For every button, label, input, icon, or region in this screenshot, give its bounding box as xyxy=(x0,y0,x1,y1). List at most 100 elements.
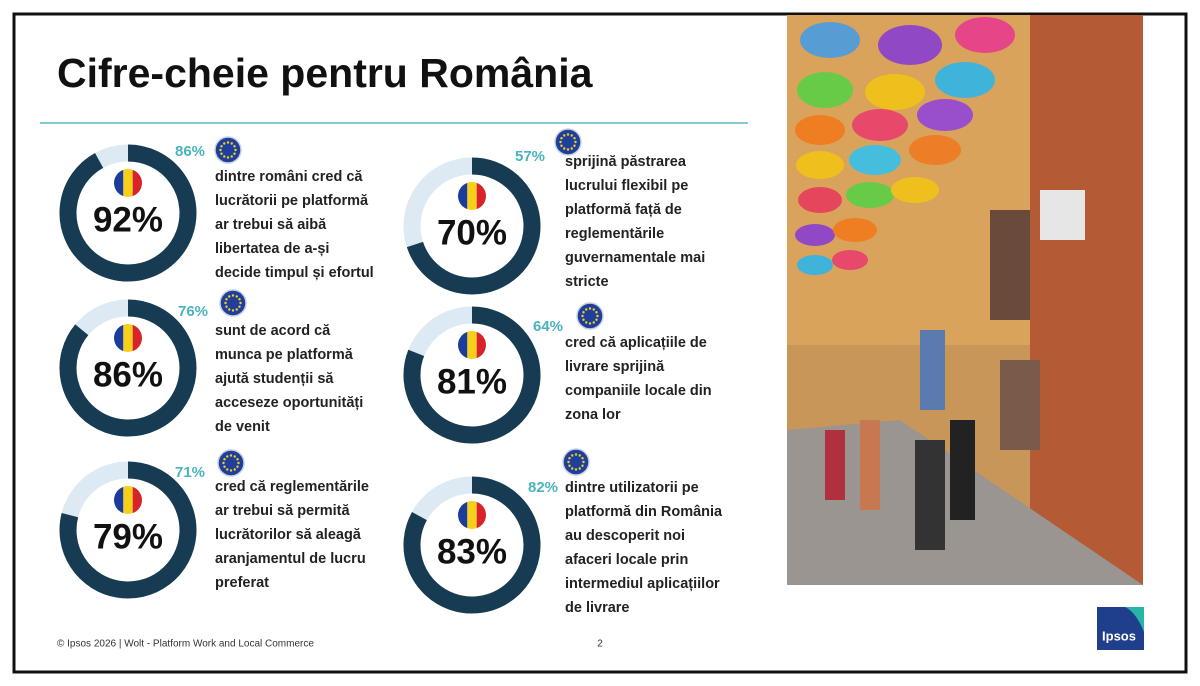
description-line: preferat xyxy=(215,575,269,591)
romania-value: 83% xyxy=(437,532,507,571)
eu-star xyxy=(560,144,563,147)
description-line: dintre români cred că xyxy=(215,169,363,185)
donut-arc xyxy=(403,476,541,614)
eu-star xyxy=(566,133,570,136)
flag-stripe xyxy=(114,486,124,514)
description-line: zona lor xyxy=(565,407,621,423)
eu-star xyxy=(595,318,598,321)
eu-star xyxy=(566,148,570,151)
flag-stripe xyxy=(458,501,468,529)
description-line: decide timpul și efortul xyxy=(215,265,374,281)
eu-star xyxy=(236,465,239,468)
flag-stripe xyxy=(132,169,142,197)
eu-star xyxy=(563,147,566,150)
eu-star xyxy=(226,156,230,159)
eu-star xyxy=(573,144,576,147)
description-line: ar trebui să permită xyxy=(215,503,351,519)
eu-value: 71% xyxy=(175,464,205,481)
eu-star xyxy=(592,308,595,311)
description-line: ar trebui să aibă xyxy=(215,217,327,233)
logo-accent xyxy=(1125,607,1144,632)
flag-stripe xyxy=(132,486,142,514)
eu-star xyxy=(567,460,570,464)
eu-star xyxy=(570,134,573,137)
flag-stripe xyxy=(132,324,142,352)
romania-value: 92% xyxy=(93,200,163,239)
description-line: lucrului flexibil pe xyxy=(565,178,688,194)
eu-flag xyxy=(562,448,590,476)
description-line: guvernamentale mai xyxy=(565,250,705,266)
description-line: sunt de acord că xyxy=(215,323,331,339)
description-line: lucrătorii pe platformă xyxy=(215,193,369,209)
eu-star xyxy=(233,145,236,148)
description-line: sprijină păstrarea xyxy=(565,154,687,170)
romania-value: 70% xyxy=(437,213,507,252)
flag-stripe xyxy=(114,169,124,197)
description-line: munca pe platformă xyxy=(215,347,354,363)
eu-star xyxy=(226,141,230,144)
eu-star xyxy=(233,152,236,155)
eu-star xyxy=(228,308,231,311)
donut-arc xyxy=(403,306,541,444)
slide-title: Cifre-cheie pentru România xyxy=(57,50,594,96)
description-line: companiile locale din xyxy=(565,383,712,399)
street-photo xyxy=(787,15,1143,585)
eu-star xyxy=(223,465,226,468)
eu-star xyxy=(226,455,229,458)
description-line: cred că reglementările xyxy=(215,479,369,495)
donut-arc xyxy=(59,144,197,282)
description-line: afaceri locale prin xyxy=(565,552,688,568)
eu-star xyxy=(568,464,571,467)
flag-stripe xyxy=(114,324,124,352)
romania-flag xyxy=(458,501,486,529)
eu-star xyxy=(231,294,235,297)
eu-star xyxy=(573,137,576,140)
eu-flag xyxy=(217,449,245,477)
eu-star xyxy=(592,321,595,324)
page-number: 2 xyxy=(597,639,603,650)
romania-flag xyxy=(114,169,142,197)
flag-stripe xyxy=(476,331,486,359)
eu-star xyxy=(231,309,235,312)
romania-value: 79% xyxy=(93,517,163,556)
donut-arc xyxy=(59,299,197,437)
eu-star xyxy=(235,308,238,311)
description-line: reglementările xyxy=(565,226,664,242)
eu-star xyxy=(238,305,241,308)
romania-flag xyxy=(458,182,486,210)
romania-value: 81% xyxy=(437,362,507,401)
romania-flag xyxy=(458,331,486,359)
description-line: cred că aplicațiile de xyxy=(565,335,707,351)
flag-stripe xyxy=(476,182,486,210)
eu-star xyxy=(560,137,563,140)
eu-star xyxy=(585,308,588,311)
description-line: dintre utilizatorii pe xyxy=(565,480,699,496)
description-line: libertatea de a-și xyxy=(215,241,329,257)
eu-star xyxy=(571,467,574,470)
eu-flag xyxy=(214,136,242,164)
eu-star xyxy=(581,314,584,318)
eu-star xyxy=(233,455,236,458)
description-line: stricte xyxy=(565,274,609,290)
eu-star xyxy=(219,148,222,152)
eu-star xyxy=(582,311,585,314)
eu-star xyxy=(228,295,231,298)
eu-star xyxy=(238,298,241,301)
eu-star xyxy=(236,458,239,461)
eu-star xyxy=(578,467,581,470)
eu-star xyxy=(582,318,585,321)
flag-stripe xyxy=(467,331,477,359)
eu-star xyxy=(224,301,227,305)
flag-stripe xyxy=(123,324,133,352)
eu-star xyxy=(233,468,236,471)
description-line: platformă din România xyxy=(565,504,723,520)
description-line: ajută studenții să xyxy=(215,371,334,387)
eu-star xyxy=(230,155,233,158)
flag-stripe xyxy=(467,501,477,529)
description-line: aranjamentul de lucru xyxy=(215,551,366,567)
description-line: de livrare xyxy=(565,600,630,616)
eu-star xyxy=(559,140,562,144)
eu-star xyxy=(222,461,225,465)
flag-stripe xyxy=(458,182,468,210)
